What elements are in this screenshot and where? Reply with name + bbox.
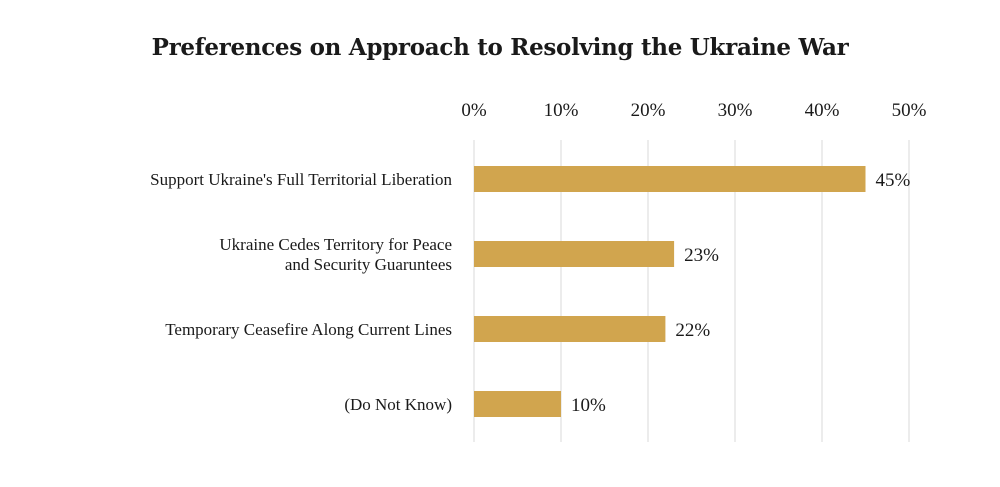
category-label-2: Temporary Ceasefire Along Current Lines: [165, 320, 452, 339]
data-label-3: 10%: [571, 395, 606, 416]
category-label-0: Support Ukraine's Full Territorial Liber…: [150, 170, 452, 189]
x-tick-label-1: 10%: [544, 100, 579, 121]
category-label-1-line-0: Ukraine Cedes Territory for Peace: [219, 235, 452, 254]
bar-0: [474, 166, 866, 192]
x-tick-label-0: 0%: [461, 100, 487, 121]
x-tick-label-5: 50%: [892, 100, 927, 121]
x-tick-label-4: 40%: [805, 100, 840, 121]
category-label-3: (Do Not Know): [344, 395, 452, 414]
bar-1: [474, 241, 675, 267]
x-tick-label-3: 30%: [718, 100, 753, 121]
bar-2: [474, 316, 666, 342]
bar-3: [474, 391, 561, 417]
data-label-2: 22%: [675, 320, 710, 341]
chart-title: Preferences on Approach to Resolving the…: [151, 34, 849, 61]
category-label-1-line-1: and Security Guaruntees: [285, 255, 452, 274]
data-label-0: 45%: [876, 170, 911, 191]
data-label-1: 23%: [684, 245, 719, 266]
x-tick-label-2: 20%: [631, 100, 666, 121]
